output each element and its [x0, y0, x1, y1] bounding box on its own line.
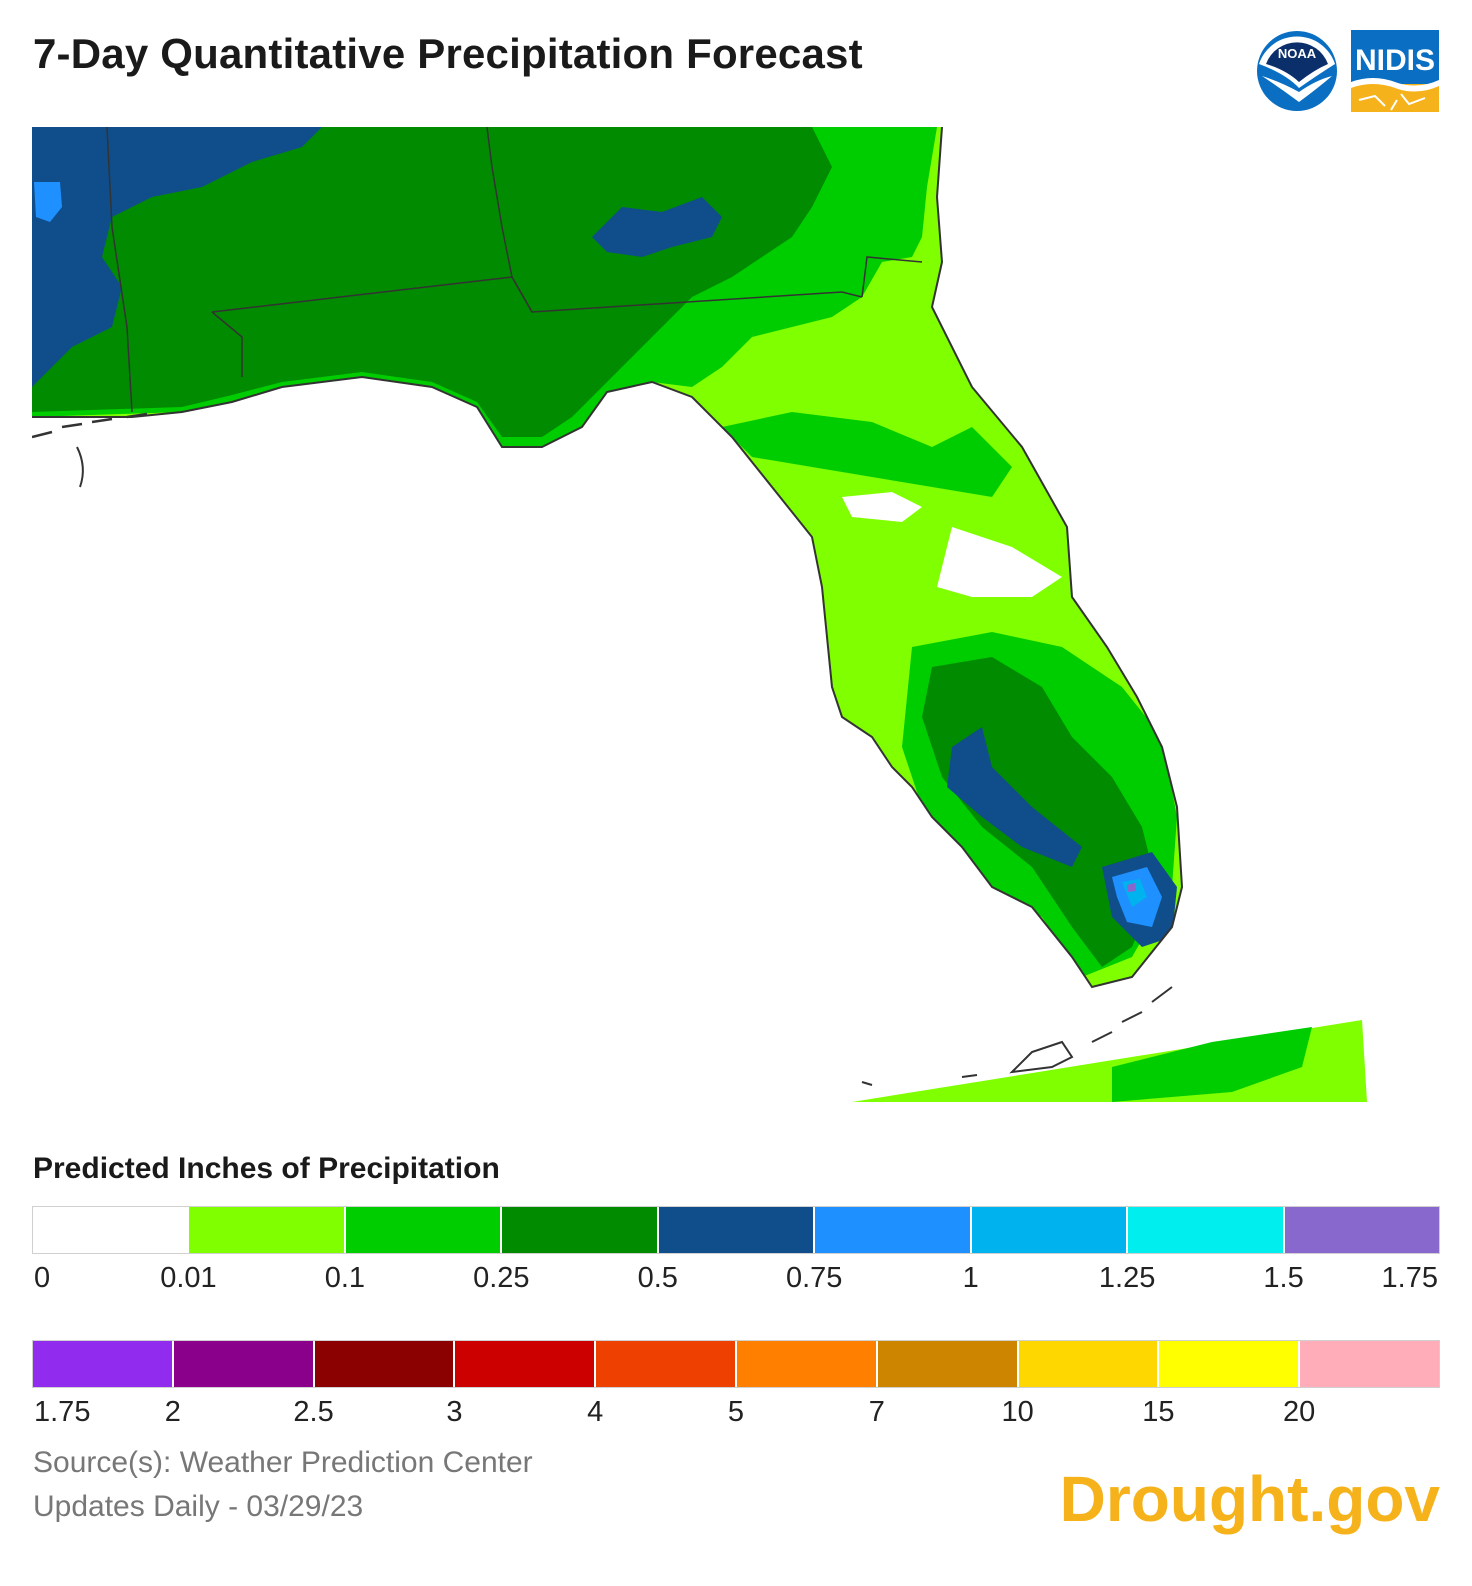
nidis-logo-text: NIDIS	[1355, 44, 1435, 77]
legend-swatch	[596, 1341, 737, 1387]
region-navy-georgia	[592, 197, 722, 257]
state-border-west	[106, 127, 133, 413]
region-dark-green	[32, 127, 832, 437]
legend-bar-row1	[32, 1206, 1440, 1254]
legend-swatch	[455, 1341, 597, 1387]
legend-swatch	[736, 1341, 878, 1387]
legend-bar-row2	[32, 1340, 1440, 1388]
page-title: 7-Day Quantitative Precipitation Forecas…	[33, 30, 863, 77]
legend-tick-label: 15	[1142, 1396, 1175, 1428]
legend-ticks-row1: 0 0.01 0.1 0.25 0.5 0.75 1 1.25 1.5 1.75	[0, 1262, 1472, 1302]
legend-tick-label: 2	[164, 1396, 181, 1428]
region-white-central-2	[937, 527, 1062, 597]
state-border-fl	[211, 276, 863, 313]
precipitation-map	[32, 127, 1382, 1117]
legend-tick-label: 1.25	[1098, 1262, 1156, 1294]
region-south-strip-green-top	[1112, 1027, 1312, 1102]
legend-swatch	[877, 1341, 1019, 1387]
legend-swatch	[33, 1207, 190, 1253]
region-navy-northwest	[32, 127, 322, 387]
legend-swatch	[1284, 1207, 1439, 1253]
legend-swatch	[971, 1207, 1129, 1253]
legend-swatch	[502, 1207, 659, 1253]
legend-tick-label: 4	[587, 1396, 604, 1428]
legend-ticks-row2: 1.75 2 2.5 3 4 5 7 10 15 20	[0, 1396, 1472, 1436]
legend-tick-label: 0	[34, 1262, 51, 1294]
legend-tick-label: 1.5	[1263, 1262, 1304, 1294]
region-white-central	[842, 492, 922, 522]
legend-tick-label: 5	[727, 1396, 745, 1428]
legend-tick-label: 1.75	[34, 1396, 91, 1428]
legend-swatch	[33, 1341, 174, 1387]
legend-swatch	[345, 1207, 503, 1253]
legend-tick-label: 1	[962, 1262, 979, 1294]
legend-swatch	[1128, 1207, 1285, 1253]
legend-swatch	[314, 1341, 456, 1387]
chandeleur-islands	[76, 446, 84, 488]
region-blue-spot	[34, 182, 62, 222]
legend-tick-label: 1.75	[1381, 1262, 1438, 1294]
state-border-al-fl	[211, 311, 243, 377]
coastline	[32, 127, 1184, 989]
legend-swatch	[815, 1207, 972, 1253]
legend-tick-label: 0.01	[160, 1262, 217, 1294]
atlantic-ocean	[932, 127, 1382, 747]
nidis-logo: NIDIS	[1351, 30, 1439, 112]
state-border-ga-fl-east	[861, 256, 923, 298]
gulf-of-mexico	[32, 377, 1382, 1117]
legend-tick-label: 10	[1001, 1396, 1034, 1428]
legend-swatch	[189, 1207, 346, 1253]
noaa-logo: NOAA	[1257, 31, 1337, 111]
legend-swatch	[1300, 1341, 1439, 1387]
legend-swatch	[1159, 1341, 1301, 1387]
region-green-central	[722, 412, 1012, 497]
updated-text: Updates Daily - 03/29/23	[33, 1490, 364, 1523]
legend-tick-label: 0.5	[637, 1262, 678, 1294]
region-purple-spot	[1127, 883, 1136, 892]
region-navy-south	[947, 727, 1082, 867]
legend-swatch	[1018, 1341, 1160, 1387]
legend-title: Predicted Inches of Precipitation	[33, 1152, 500, 1185]
noaa-logo-text: NOAA	[1278, 46, 1317, 61]
drought-gov-logo: Drought.gov	[1059, 1463, 1440, 1535]
source-text: Source(s): Weather Prediction Center	[33, 1446, 533, 1479]
legend-tick-label: 7	[868, 1396, 885, 1428]
legend-tick-label: 20	[1283, 1396, 1316, 1428]
legend-tick-label: 0.75	[785, 1262, 843, 1294]
florida-keys	[861, 986, 1173, 1086]
legend-swatch	[173, 1341, 315, 1387]
legend-tick-label: 2.5	[293, 1396, 334, 1428]
legend-tick-label: 0.25	[473, 1262, 530, 1294]
legend-swatch	[658, 1207, 816, 1253]
legend-tick-label: 3	[446, 1396, 463, 1428]
mississippi-coast-dash	[32, 412, 148, 439]
legend-tick-label: 0.1	[324, 1262, 366, 1294]
